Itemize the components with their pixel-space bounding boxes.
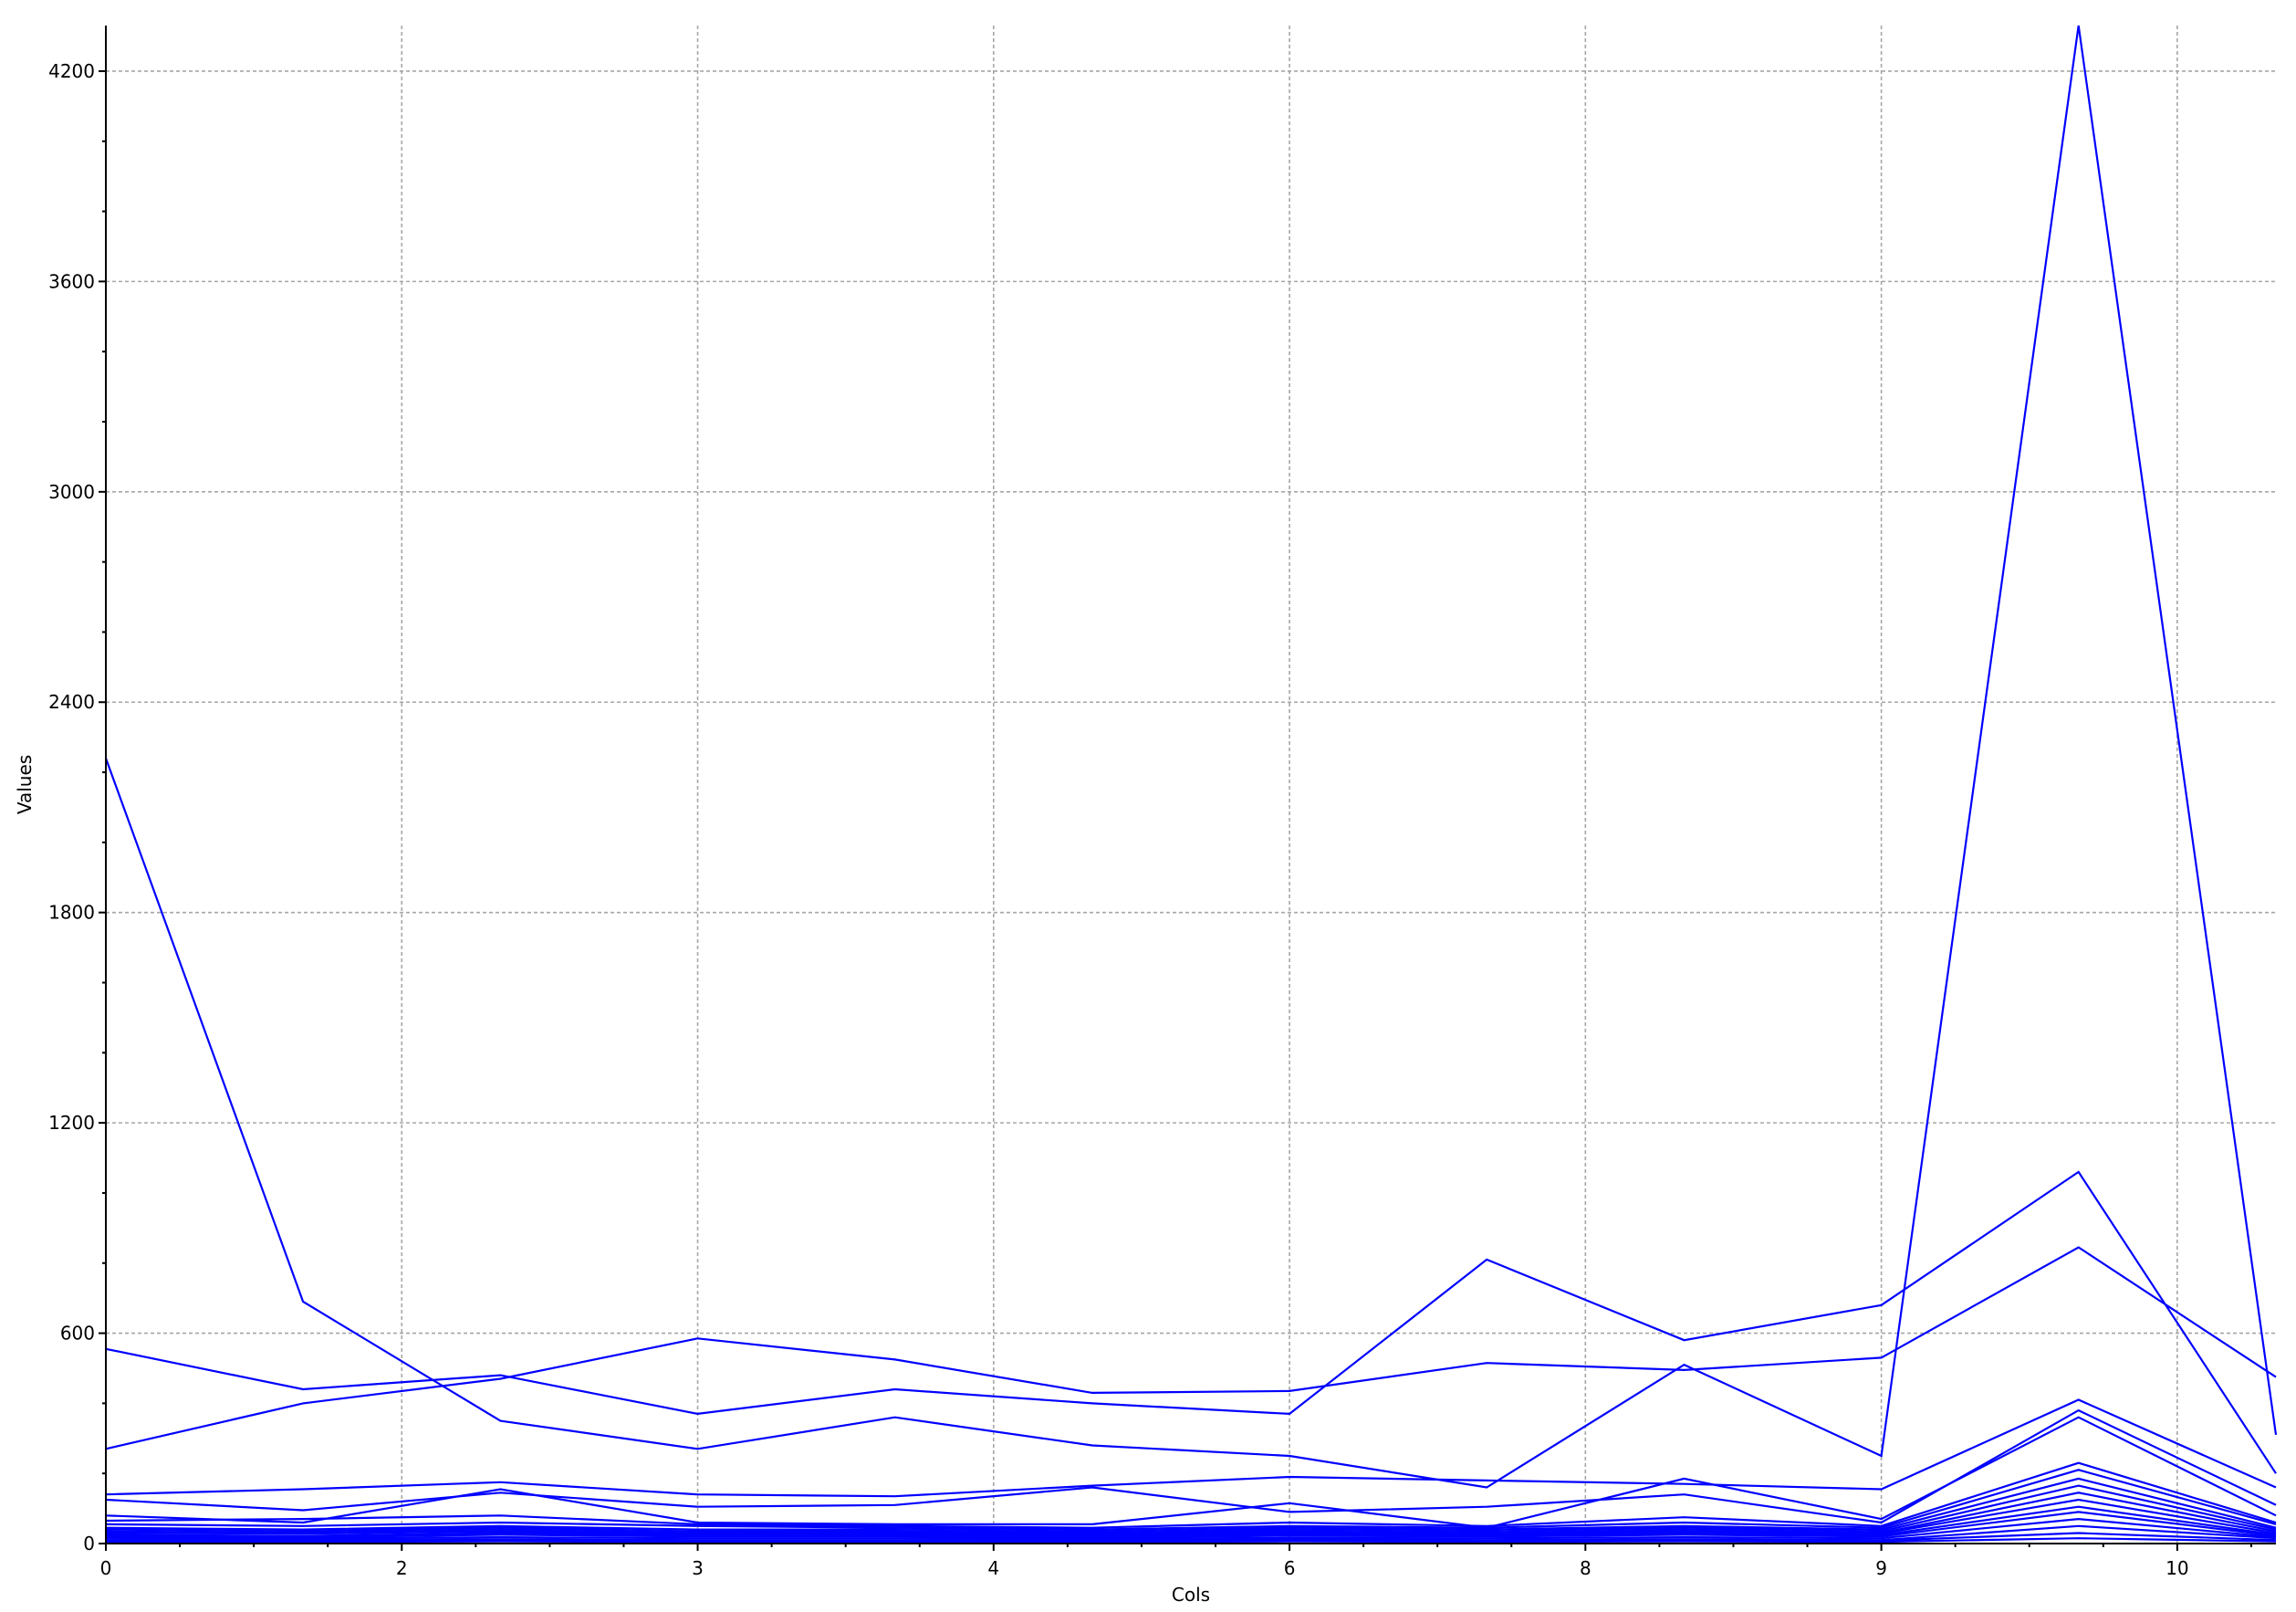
series-line-18 <box>106 1537 2277 1544</box>
series-line-12 <box>105 1498 2277 1536</box>
x-tick-label: 9 <box>1875 1557 1887 1579</box>
series-line-3 <box>105 1170 2277 1474</box>
series-line-4 <box>105 1398 2277 1498</box>
series-line-6 <box>105 1416 2277 1529</box>
grid <box>106 26 2276 1544</box>
y-tick-label: 0 <box>83 1533 95 1554</box>
x-tick-label: 4 <box>987 1557 999 1579</box>
y-tick-label: 2400 <box>48 691 95 713</box>
x-tick-label: 10 <box>2166 1557 2188 1579</box>
axes <box>105 26 2276 1544</box>
y-tick-label: 600 <box>60 1323 95 1345</box>
x-tick-label: 0 <box>100 1557 112 1579</box>
series-line-5 <box>105 1408 2277 1524</box>
x-axis-title: Cols <box>1172 1584 1210 1606</box>
y-tick-label: 3600 <box>48 270 95 292</box>
series-line-1 <box>104 25 2278 1489</box>
y-axis-title: Values <box>14 755 36 814</box>
series-line-7 <box>105 1461 2277 1529</box>
series-line-11 <box>105 1492 2277 1535</box>
series-line-15 <box>105 1517 2277 1540</box>
x-tick-label: 3 <box>692 1557 704 1579</box>
series-line-14 <box>105 1511 2277 1539</box>
x-tick-label: 8 <box>1580 1557 1592 1579</box>
ticks: 0 600 1200 1800 2400 3000 3600 4200 0 2 3 4 6 8 9 10 <box>48 60 2252 1579</box>
y-tick-label: 1800 <box>48 902 95 924</box>
y-tick-label: 4200 <box>48 60 95 82</box>
y-tick-label: 3000 <box>48 481 95 503</box>
series-line-9 <box>105 1477 2277 1533</box>
series-line-10 <box>105 1484 2277 1534</box>
x-tick-label: 2 <box>396 1557 408 1579</box>
series-line-2 <box>105 1246 2277 1450</box>
x-tick-label: 6 <box>1284 1557 1296 1579</box>
series-lines <box>104 25 2278 1544</box>
y-tick-label: 1200 <box>48 1112 95 1134</box>
series-line-13 <box>105 1505 2277 1537</box>
series-line-8 <box>105 1469 2277 1531</box>
